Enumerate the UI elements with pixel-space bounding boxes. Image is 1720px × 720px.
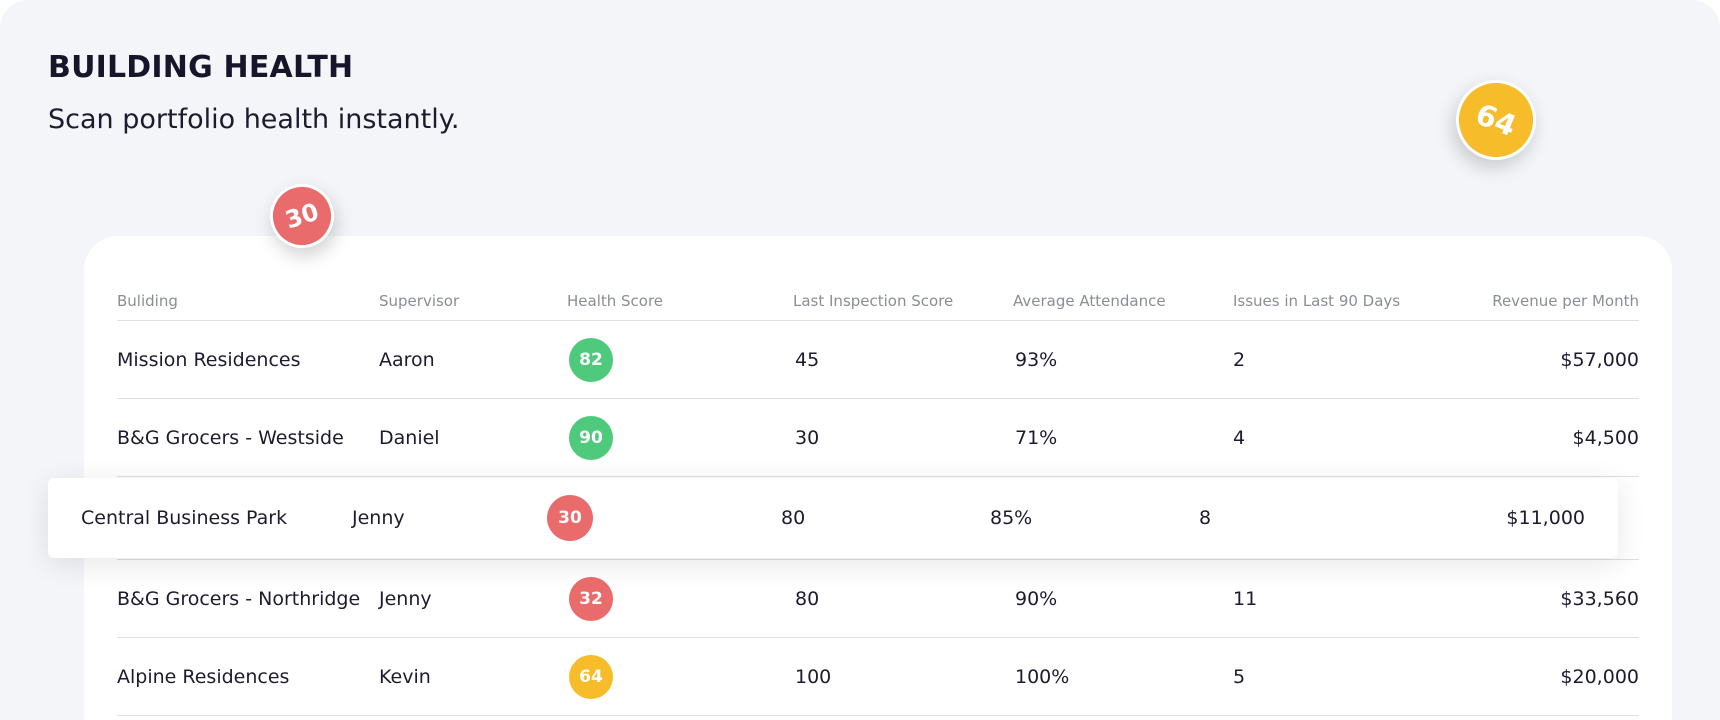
column-header-inspection[interactable]: Last Inspection Score [793, 292, 954, 310]
building-name: B&G Grocers - Westside [117, 426, 344, 449]
issues-count: 8 [1199, 507, 1212, 529]
column-header-revenue[interactable]: Revenue per Month [1492, 292, 1639, 310]
building-name: Mission Residences [117, 348, 301, 371]
inspection-score: 30 [795, 426, 820, 449]
inspection-score: 100 [795, 665, 832, 688]
health-score-badge: 90 [569, 415, 613, 460]
issues-count: 11 [1233, 587, 1258, 610]
floating-health-badge[interactable]: 64 [1443, 67, 1549, 173]
revenue-value: $4,500 [1572, 426, 1639, 449]
issues-count: 4 [1233, 426, 1246, 449]
health-score-badge: 30 [547, 495, 593, 541]
table-row[interactable]: B&G Grocers - Westside Daniel 90 30 71% … [117, 399, 1639, 477]
revenue-value: $20,000 [1560, 665, 1639, 688]
column-header-issues[interactable]: Issues in Last 90 Days [1233, 292, 1401, 310]
supervisor-name: Jenny [379, 587, 432, 610]
supervisor-name: Daniel [379, 426, 440, 449]
issues-count: 2 [1233, 348, 1246, 371]
supervisor-name: Aaron [379, 348, 435, 371]
health-score-badge: 32 [569, 576, 613, 621]
column-header-attendance[interactable]: Average Attendance [1013, 292, 1166, 310]
inspection-score: 80 [781, 507, 806, 529]
revenue-value: $33,560 [1560, 587, 1639, 610]
revenue-value: $11,000 [1506, 507, 1585, 529]
building-name: B&G Grocers - Northridge [117, 587, 361, 610]
health-score-badge: 82 [569, 337, 613, 382]
page-title: BUILDING HEALTH [48, 50, 354, 85]
column-header-building[interactable]: Buliding [117, 292, 178, 310]
supervisor-name: Kevin [379, 665, 431, 688]
table-row[interactable]: Mission Residences Aaron 82 45 93% 2 $57… [117, 321, 1639, 399]
building-name: Alpine Residences [117, 665, 290, 688]
attendance-value: 93% [1015, 348, 1058, 371]
lifted-row-placeholder [117, 477, 1639, 560]
table-row[interactable]: B&G Grocers - Northridge Jenny 32 80 90%… [117, 560, 1639, 638]
column-header-health-score[interactable]: Health Score [567, 292, 664, 310]
page-subtitle: Scan portfolio health instantly. [48, 104, 460, 135]
health-score-badge: 64 [569, 654, 613, 699]
inspection-score: 80 [795, 587, 820, 610]
table-row[interactable]: Alpine Residences Kevin 64 100 100% 5 $2… [117, 638, 1639, 716]
attendance-value: 100% [1015, 665, 1070, 688]
table-header: Buliding Supervisor Health Score Last In… [117, 236, 1639, 321]
column-header-supervisor[interactable]: Supervisor [379, 292, 460, 310]
building-name: Central Business Park [81, 507, 288, 529]
dragged-table-row[interactable]: Central Business Park Jenny 30 80 85% 8 … [48, 478, 1618, 558]
revenue-value: $57,000 [1560, 348, 1639, 371]
attendance-value: 85% [990, 507, 1033, 529]
attendance-value: 90% [1015, 587, 1058, 610]
supervisor-name: Jenny [352, 507, 405, 529]
issues-count: 5 [1233, 665, 1246, 688]
attendance-value: 71% [1015, 426, 1058, 449]
inspection-score: 45 [795, 348, 820, 371]
